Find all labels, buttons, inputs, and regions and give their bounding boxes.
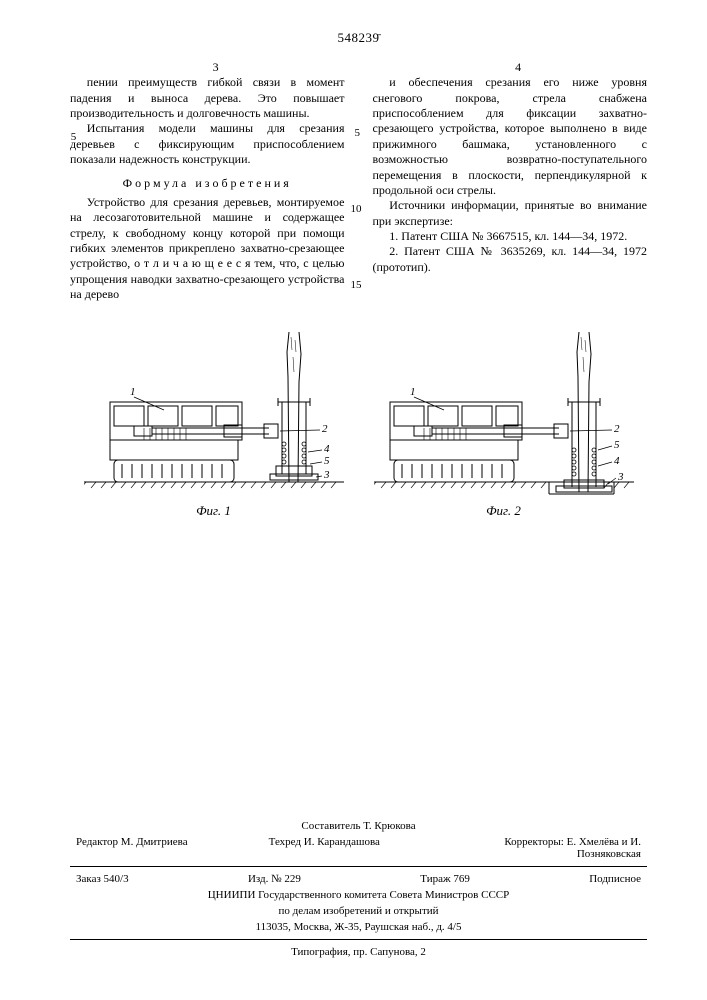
imprint-footer: Составитель Т. Крюкова Редактор М. Дмитр… [70,818,647,960]
order-number: Заказ 540/3 [76,873,129,885]
svg-text:5: 5 [614,439,620,451]
figure-1: 1 2 4 5 3 Фиг. 1 [84,332,344,519]
label-2: 2 [322,423,328,435]
para: 2. Патент США № 3635269, кл. 144—34, 197… [373,244,648,275]
figure-2-caption: Фиг. 2 [374,503,634,519]
line-number: 5 [355,126,361,140]
label-4: 4 [324,443,330,455]
col-number-right: 4 [373,60,648,75]
text-columns: 3 пении преимуществ гибкой связи в момен… [70,60,647,302]
tech-editor: Техред И. Карандашова [269,836,380,860]
para: 1. Патент США № 3667515, кл. 144—34, 197… [373,229,648,244]
label-5: 5 [324,455,330,467]
col-number-left: 3 [70,60,345,75]
org-line-1: ЦНИИПИ Государственного комитета Совета … [70,887,647,903]
right-column: 5 10 15 4 и обеспечения срезания его ниж… [373,60,648,302]
figures-row: 1 2 4 5 3 Фиг. 1 [70,332,647,519]
svg-text:2: 2 [614,423,620,435]
formula-heading: Формула изобретения [70,176,345,191]
line-number: 15 [351,278,362,292]
typography-line: Типография, пр. Сапунова, 2 [70,944,647,960]
para: пении преимуществ гибкой связи в момент … [70,75,345,121]
editor: Редактор М. Дмитриева [76,836,188,860]
subscription: Подписное [589,873,641,885]
edition-number: Изд. № 229 [248,873,301,885]
para: и обеспечения срезания его ниже уровня с… [373,75,648,198]
left-column: 3 пении преимуществ гибкой связи в момен… [70,60,345,302]
para: Устройство для срезания деревьев, монтир… [70,195,345,303]
label-1: 1 [130,386,136,398]
correctors: Корректоры: Е. Хмелёва и И. Позняковская [461,836,641,860]
svg-text:3: 3 [617,471,624,483]
line-number: 5 [54,130,76,144]
document-number: 548239̄ [70,30,647,46]
para: Источники информации, принятые во вниман… [373,198,648,229]
figure-2: 1 2 5 4 3 Фиг. 2 [374,332,634,519]
svg-text:4: 4 [614,455,620,467]
address-line: 113035, Москва, Ж-35, Раушская наб., д. … [70,919,647,935]
circulation: Тираж 769 [420,873,470,885]
compiler-line: Составитель Т. Крюкова [70,818,647,834]
line-number: 10 [351,202,362,216]
svg-text:1: 1 [410,386,416,398]
org-line-2: по делам изобретений и открытий [70,903,647,919]
label-3: 3 [323,469,330,481]
figure-1-caption: Фиг. 1 [84,503,344,519]
para: 5 Испытания модели машины для срезания д… [70,121,345,167]
